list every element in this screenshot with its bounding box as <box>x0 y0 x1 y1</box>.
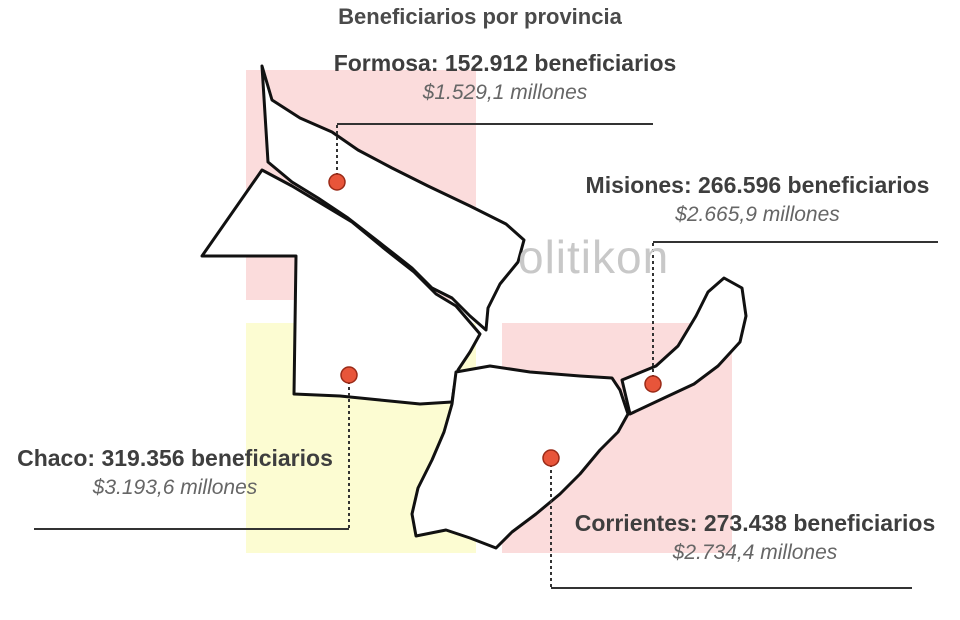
chaco-province <box>200 168 482 406</box>
watermark: olitikon <box>518 231 670 283</box>
misiones-name: Misiones: 266.596 beneficiarios <box>585 172 930 198</box>
chaco-label: Chaco: 319.356 beneficiarios $3.193,6 mi… <box>0 445 350 500</box>
map-title: Beneficiarios por provincia <box>338 4 622 29</box>
misiones-label: Misiones: 266.596 beneficiarios $2.665,9… <box>555 172 960 227</box>
misiones-amount: $2.665,9 millones <box>675 203 840 226</box>
formosa-marker <box>328 173 346 191</box>
chaco-marker <box>340 366 358 384</box>
corrientes-amount: $2.734,4 millones <box>672 541 838 564</box>
formosa-name: Formosa: 152.912 beneficiarios <box>333 50 677 76</box>
corrientes-marker <box>542 449 560 467</box>
corrientes-label: Corrientes: 273.438 beneficiarios $2.734… <box>550 510 960 565</box>
misiones-marker <box>644 375 662 393</box>
formosa-label: Formosa: 152.912 beneficiarios $1.529,1 … <box>305 50 705 105</box>
chaco-amount: $3.193,6 millones <box>92 476 258 499</box>
formosa-province <box>260 64 526 332</box>
chaco-name: Chaco: 319.356 beneficiarios <box>17 445 333 471</box>
corrientes-province <box>410 364 630 550</box>
corrientes-name: Corrientes: 273.438 beneficiarios <box>574 510 936 536</box>
formosa-amount: $1.529,1 millones <box>422 81 588 104</box>
